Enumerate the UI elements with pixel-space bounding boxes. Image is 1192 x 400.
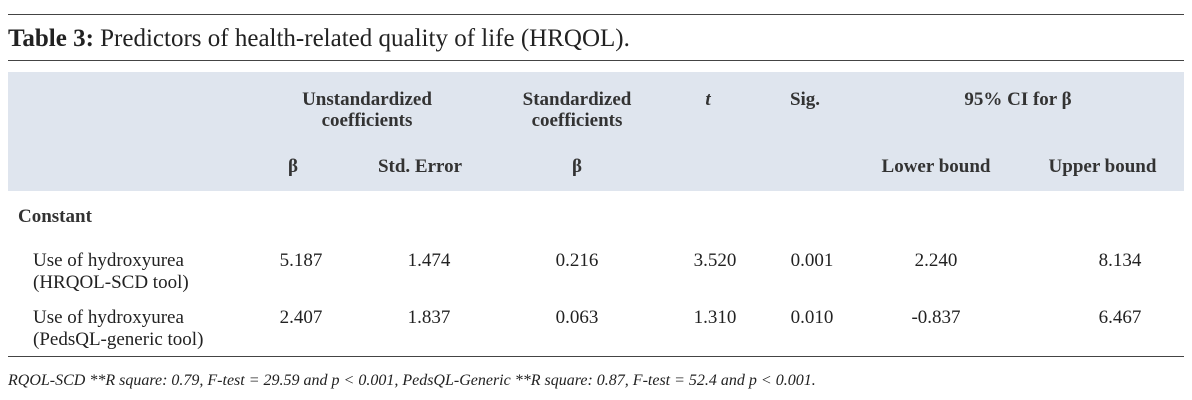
top-rule bbox=[8, 14, 1184, 15]
cell: 2.407 bbox=[279, 307, 323, 328]
cell: 0.216 bbox=[555, 250, 599, 271]
section-label: Constant bbox=[18, 206, 92, 227]
cell: -0.837 bbox=[911, 307, 961, 328]
row-label: Use of hydroxyurea bbox=[33, 250, 184, 271]
cell: 8.134 bbox=[1098, 250, 1142, 271]
title-text: Predictors of health-related quality of … bbox=[100, 25, 630, 52]
header-cell: β bbox=[287, 156, 298, 177]
cell: 5.187 bbox=[279, 250, 323, 271]
header-cell: Standardized coefficients bbox=[522, 89, 632, 131]
header-band bbox=[8, 72, 1184, 191]
cell: 1.837 bbox=[407, 307, 451, 328]
cell: 3.520 bbox=[693, 250, 737, 271]
title-rule bbox=[8, 60, 1184, 61]
header-cell: β bbox=[571, 156, 582, 177]
table-title: Table 3: Predictors of health-related qu… bbox=[8, 24, 630, 54]
bottom-rule bbox=[8, 356, 1184, 357]
footnote: RQOL-SCD **R square: 0.79, F-test = 29.5… bbox=[8, 372, 816, 389]
header-cell: t bbox=[705, 89, 711, 110]
header-cell: 95% CI for β bbox=[964, 89, 1072, 110]
cell: 1.310 bbox=[693, 307, 737, 328]
row-label: (PedsQL-generic tool) bbox=[33, 329, 204, 350]
cell: 6.467 bbox=[1098, 307, 1142, 328]
row-label: (HRQOL-SCD tool) bbox=[33, 272, 189, 293]
cell: 0.063 bbox=[555, 307, 599, 328]
cell: 1.474 bbox=[407, 250, 451, 271]
header-cell: Lower bound bbox=[881, 156, 991, 177]
cell: 0.010 bbox=[790, 307, 834, 328]
header-cell: Sig. bbox=[789, 89, 821, 110]
header-cell: Upper bound bbox=[1048, 156, 1157, 177]
cell: 0.001 bbox=[790, 250, 834, 271]
title-label: Table 3: bbox=[8, 25, 94, 52]
header-cell: Std. Error bbox=[377, 156, 463, 177]
cell: 2.240 bbox=[914, 250, 958, 271]
row-label: Use of hydroxyurea bbox=[33, 307, 184, 328]
header-cell: Unstandardized coefficients bbox=[302, 89, 432, 131]
